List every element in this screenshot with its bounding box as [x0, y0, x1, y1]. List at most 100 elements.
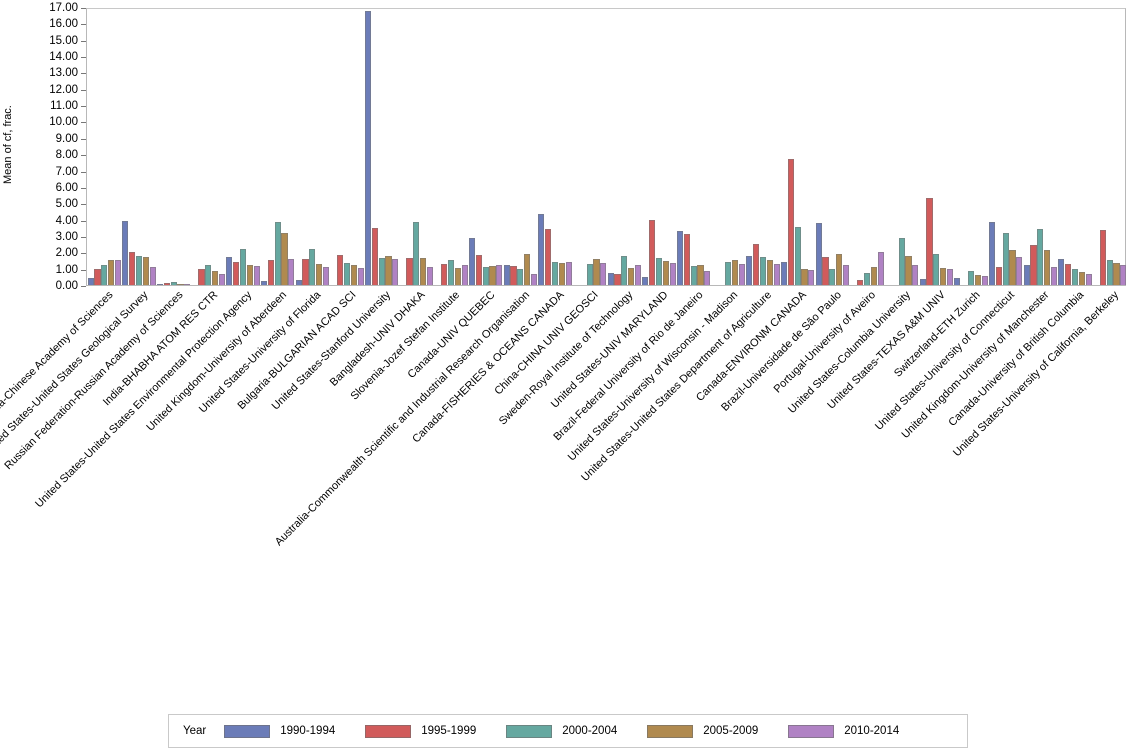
bar — [274, 222, 281, 285]
bar — [842, 265, 850, 285]
bar — [371, 227, 378, 285]
y-axis-tick-label: 16.00 — [49, 18, 78, 31]
bar — [600, 262, 607, 285]
legend-label: 2000-2004 — [562, 725, 618, 737]
bar — [1065, 263, 1072, 285]
bar — [683, 234, 690, 285]
bar — [1037, 228, 1044, 285]
bar — [974, 275, 981, 285]
y-axis-tick-label: 9.00 — [55, 132, 78, 145]
bar — [822, 257, 829, 285]
bar — [1113, 262, 1120, 285]
y-axis-tick-mark — [81, 57, 86, 59]
bar — [343, 262, 351, 285]
y-axis-tick-label: 13.00 — [49, 67, 78, 80]
legend-item[interactable]: 1990-1994 — [224, 724, 335, 738]
bar — [420, 258, 427, 285]
bar — [634, 265, 642, 285]
bar — [649, 219, 656, 285]
bar — [378, 258, 385, 285]
y-axis-tick-mark — [81, 171, 86, 173]
bar — [738, 263, 746, 285]
x-axis-tick-label: China-Chinese Academy of Sciences — [0, 289, 116, 426]
bar — [732, 259, 739, 285]
bar — [545, 229, 552, 285]
bar — [593, 258, 600, 285]
legend-item[interactable]: 2010-2014 — [788, 724, 899, 738]
bar — [406, 258, 413, 285]
bar — [413, 222, 420, 285]
bar — [655, 258, 663, 285]
legend-item[interactable]: 2000-2004 — [506, 724, 618, 738]
bar — [967, 271, 975, 285]
bar — [912, 265, 919, 285]
bar — [364, 11, 372, 285]
bar — [787, 159, 794, 285]
bar — [267, 260, 274, 285]
bar — [642, 276, 649, 285]
chart-legend: Year 1990-1994 1995-1999 2000-2004 2005-200… — [168, 714, 968, 748]
y-axis-tick-label: 12.00 — [49, 83, 78, 96]
y-axis-tick-mark — [81, 73, 86, 75]
bar — [995, 267, 1002, 285]
bar — [302, 258, 309, 285]
bar — [426, 267, 434, 285]
bar — [149, 267, 156, 285]
bar — [808, 270, 815, 285]
bar — [614, 274, 621, 285]
bar — [129, 252, 136, 285]
bar — [746, 256, 753, 285]
legend-item[interactable]: 1995-1999 — [365, 724, 476, 738]
bar — [447, 260, 455, 285]
bar — [350, 264, 357, 285]
bar — [260, 280, 268, 285]
x-axis-tick-label: United States-University of California, … — [950, 289, 1122, 460]
bar — [142, 257, 149, 285]
bar — [898, 238, 905, 285]
y-axis-tick-mark — [81, 89, 86, 91]
bar — [1016, 257, 1023, 285]
bar — [704, 271, 711, 285]
y-axis-tick-label: 8.00 — [55, 149, 78, 162]
bar — [676, 231, 684, 285]
legend-swatch — [224, 724, 271, 738]
y-axis-tick-mark — [81, 24, 86, 26]
legend-items: 1990-1994 1995-1999 2000-2004 2005-2009 2010… — [224, 724, 929, 738]
bar — [565, 262, 572, 285]
bar — [877, 252, 884, 285]
bar — [163, 283, 170, 285]
bar — [725, 262, 732, 285]
legend-swatch — [506, 724, 553, 738]
bar — [836, 253, 843, 285]
y-axis-tick-mark — [81, 40, 86, 42]
bar — [205, 265, 212, 285]
y-axis-tick-mark — [81, 122, 86, 124]
y-axis-tick-label: 0.00 — [55, 280, 78, 292]
y-axis-tick-mark — [81, 138, 86, 140]
bar — [1085, 273, 1092, 285]
y-axis-tick-label: 14.00 — [49, 51, 78, 64]
bar — [94, 268, 101, 285]
bar — [101, 265, 108, 285]
bar — [1030, 244, 1037, 285]
legend-swatch — [788, 724, 835, 738]
bar — [212, 271, 219, 285]
bar — [829, 268, 836, 285]
bar — [981, 276, 988, 285]
bar — [114, 260, 122, 285]
y-axis-tick-mark — [81, 286, 86, 287]
legend-item[interactable]: 2005-2009 — [647, 724, 758, 738]
bar — [517, 268, 524, 285]
bar — [530, 273, 538, 285]
bar — [246, 265, 253, 285]
bar — [857, 280, 864, 285]
y-axis-title: Mean of cf, frac. — [2, 105, 14, 185]
bar — [1050, 267, 1058, 285]
bar — [156, 283, 164, 285]
bar — [295, 280, 302, 285]
y-axis-tick-mark — [81, 269, 86, 271]
bar — [988, 222, 996, 285]
bar — [662, 261, 669, 285]
bar — [281, 232, 288, 285]
bar — [919, 279, 926, 285]
